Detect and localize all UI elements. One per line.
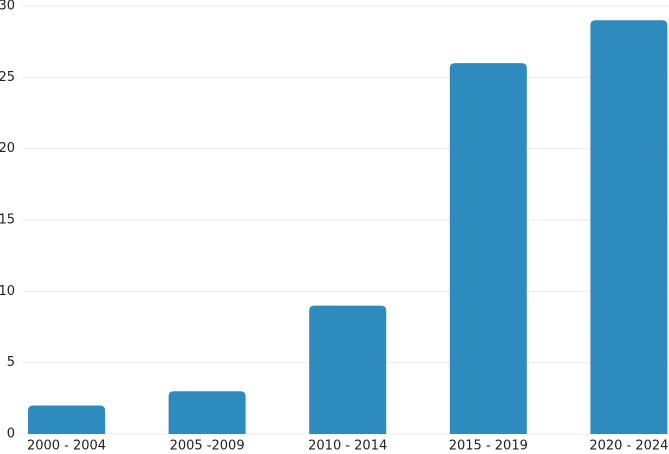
x-tick-label: 2020 - 2024 [589,439,668,454]
y-tick-label: 25 [0,70,15,85]
y-tick-label: 5 [7,355,15,370]
bar [309,305,387,434]
x-tick-label: 2005 -2009 [170,439,245,454]
y-tick-label: 0 [7,427,15,442]
bar [168,391,246,434]
x-tick-label: 2010 - 2014 [308,439,387,454]
bar [590,20,668,435]
x-tick-label: 2000 - 2004 [27,439,106,454]
y-tick-label: 10 [0,284,15,299]
y-tick-label: 30 [0,0,15,14]
bar [28,405,105,434]
x-tick-label: 2015 - 2019 [449,439,528,454]
bar [449,63,527,435]
y-tick-label: 15 [0,213,15,228]
y-tick-label: 20 [0,141,15,156]
